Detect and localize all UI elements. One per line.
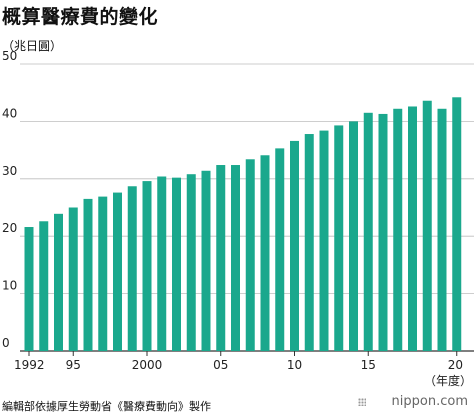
bar-2005 <box>216 165 226 351</box>
bar-2010 <box>290 140 299 351</box>
x-tick-label: 20 <box>448 358 463 372</box>
y-tick-label: 50 <box>2 49 17 63</box>
bar-2012 <box>319 130 329 351</box>
bar-1992 <box>24 227 34 351</box>
bar-2018 <box>408 106 417 351</box>
bar-2017 <box>393 108 403 351</box>
y-tick-label: 0 <box>2 336 10 350</box>
x-tick-label: 2000 <box>132 358 163 372</box>
x-tick-label: 05 <box>213 358 228 372</box>
bar-2002 <box>172 177 181 351</box>
y-axis-unit-label: （兆日圓） <box>2 39 63 53</box>
bar-2013 <box>334 125 344 351</box>
bar-2016 <box>378 113 388 351</box>
x-tick-label: 15 <box>361 358 376 372</box>
bar-2000 <box>142 181 152 351</box>
bar-2021 <box>452 97 462 352</box>
bar-1999 <box>127 186 137 351</box>
chart-title: 概算醫療費的變化 <box>2 6 159 28</box>
bar-1994 <box>54 213 63 351</box>
x-tick-label: 1992 <box>14 358 45 372</box>
x-tick-label: 10 <box>287 358 302 372</box>
y-tick-labels: 0 10 20 30 40 50 <box>2 49 17 350</box>
bar-2007 <box>245 159 255 351</box>
bars <box>24 97 462 352</box>
y-tick-label: 40 <box>2 106 17 120</box>
brand-logo-icon <box>358 398 366 406</box>
bar-2003 <box>186 174 196 351</box>
bar-2019 <box>422 100 432 352</box>
bar-1997 <box>98 196 108 351</box>
source-note: 編輯部依據厚生勞動省《醫療費動向》製作 <box>2 400 211 413</box>
x-tick-label: 95 <box>66 358 81 372</box>
bar-1996 <box>83 198 93 351</box>
bar-2011 <box>304 134 314 351</box>
bar-2015 <box>363 112 373 351</box>
bar-2004 <box>201 170 211 351</box>
bar-2020 <box>437 108 447 351</box>
bar-1998 <box>113 192 122 351</box>
y-tick-label: 10 <box>2 279 17 293</box>
y-tick-label: 20 <box>2 221 17 235</box>
bar-2008 <box>260 155 270 351</box>
brand-logo: nippon.com <box>391 394 468 409</box>
x-tick-labels: 1992 95 2000 05 10 15 20（年度） <box>14 351 472 388</box>
bar-1995 <box>68 207 78 351</box>
x-axis-unit-label: （年度） <box>424 373 472 388</box>
bar-2006 <box>231 165 240 351</box>
bar-2014 <box>349 121 358 352</box>
y-tick-label: 30 <box>2 164 17 178</box>
bar-2001 <box>157 176 167 351</box>
bar-1993 <box>39 221 49 351</box>
bar-2009 <box>275 148 285 351</box>
